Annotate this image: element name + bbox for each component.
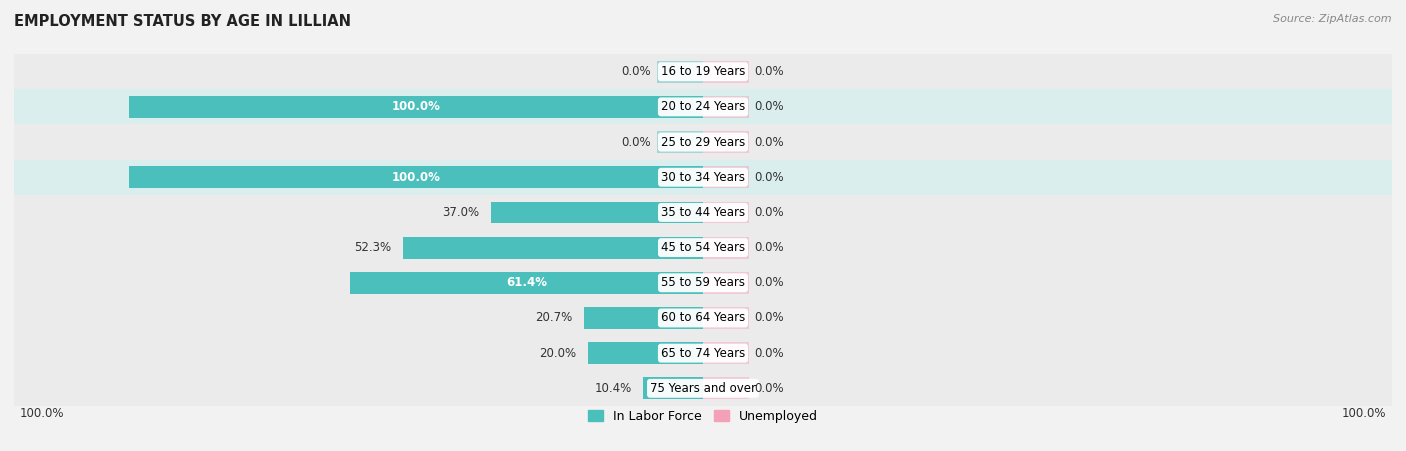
Text: 0.0%: 0.0% [755, 312, 785, 324]
Legend: In Labor Force, Unemployed: In Labor Force, Unemployed [583, 405, 823, 428]
Text: 0.0%: 0.0% [755, 241, 785, 254]
Bar [588, 342, 703, 364]
Bar [703, 96, 749, 118]
Text: Source: ZipAtlas.com: Source: ZipAtlas.com [1274, 14, 1392, 23]
Bar [703, 377, 749, 399]
Bar [703, 131, 749, 153]
Text: 0.0%: 0.0% [755, 382, 785, 395]
Text: 45 to 54 Years: 45 to 54 Years [661, 241, 745, 254]
Bar [14, 160, 1392, 195]
Bar [703, 307, 749, 329]
Text: 30 to 34 Years: 30 to 34 Years [661, 171, 745, 184]
Bar [583, 307, 703, 329]
Text: 20 to 24 Years: 20 to 24 Years [661, 101, 745, 113]
Bar [129, 166, 703, 188]
Text: 75 Years and over: 75 Years and over [650, 382, 756, 395]
Bar [14, 89, 1392, 124]
Text: 65 to 74 Years: 65 to 74 Years [661, 347, 745, 359]
Bar [703, 237, 749, 258]
Bar [350, 272, 703, 294]
Bar [703, 272, 749, 294]
Bar [402, 237, 703, 258]
Bar [657, 131, 703, 153]
Text: 20.0%: 20.0% [540, 347, 576, 359]
Bar [657, 61, 703, 83]
Bar [14, 371, 1392, 406]
Text: 0.0%: 0.0% [621, 65, 651, 78]
Text: EMPLOYMENT STATUS BY AGE IN LILLIAN: EMPLOYMENT STATUS BY AGE IN LILLIAN [14, 14, 352, 28]
Text: 0.0%: 0.0% [755, 136, 785, 148]
Text: 10.4%: 10.4% [595, 382, 631, 395]
Text: 100.0%: 100.0% [20, 407, 65, 419]
Bar [703, 202, 749, 223]
Bar [14, 195, 1392, 230]
Text: 55 to 59 Years: 55 to 59 Years [661, 276, 745, 289]
Bar [14, 300, 1392, 336]
Bar [14, 230, 1392, 265]
Text: 35 to 44 Years: 35 to 44 Years [661, 206, 745, 219]
Text: 100.0%: 100.0% [391, 171, 440, 184]
Text: 0.0%: 0.0% [755, 276, 785, 289]
Text: 0.0%: 0.0% [621, 136, 651, 148]
Bar [703, 166, 749, 188]
Bar [703, 342, 749, 364]
Text: 20.7%: 20.7% [536, 312, 572, 324]
Text: 52.3%: 52.3% [354, 241, 391, 254]
Text: 0.0%: 0.0% [755, 347, 785, 359]
Text: 61.4%: 61.4% [506, 276, 547, 289]
Text: 0.0%: 0.0% [755, 65, 785, 78]
Bar [14, 265, 1392, 300]
Bar [14, 54, 1392, 89]
Text: 37.0%: 37.0% [441, 206, 479, 219]
Text: 0.0%: 0.0% [755, 101, 785, 113]
Bar [644, 377, 703, 399]
Text: 0.0%: 0.0% [755, 171, 785, 184]
Bar [703, 61, 749, 83]
Bar [491, 202, 703, 223]
Text: 100.0%: 100.0% [391, 101, 440, 113]
Text: 25 to 29 Years: 25 to 29 Years [661, 136, 745, 148]
Text: 16 to 19 Years: 16 to 19 Years [661, 65, 745, 78]
Bar [14, 124, 1392, 160]
Text: 0.0%: 0.0% [755, 206, 785, 219]
Text: 60 to 64 Years: 60 to 64 Years [661, 312, 745, 324]
Bar [129, 96, 703, 118]
Bar [14, 336, 1392, 371]
Text: 100.0%: 100.0% [1341, 407, 1386, 419]
